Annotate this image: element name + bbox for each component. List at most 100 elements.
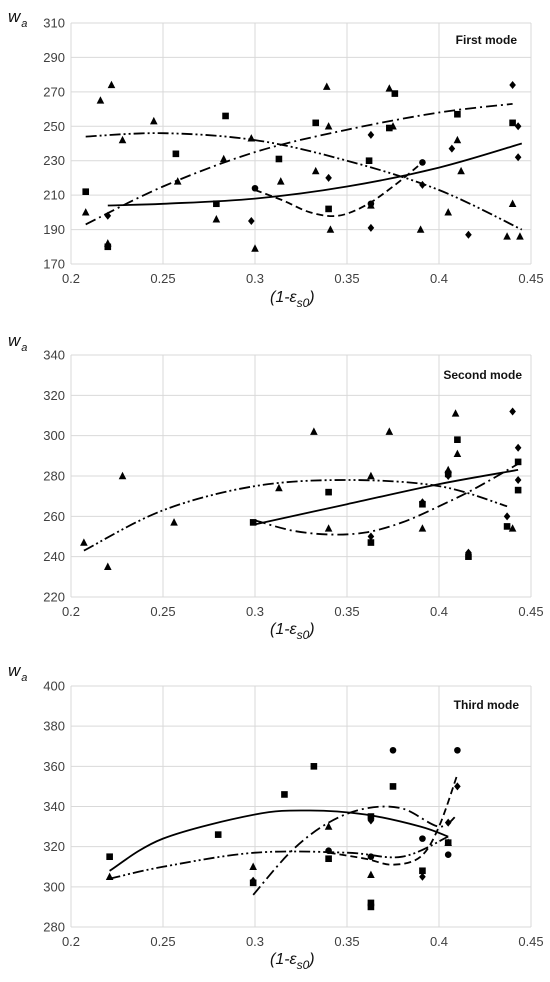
square-marker — [104, 243, 112, 251]
y-tick-label: 170 — [43, 257, 65, 272]
fit-line-dash-dot-dot — [85, 132, 523, 231]
y-axis-label-sub: a — [21, 18, 27, 30]
diamond-marker — [104, 211, 112, 220]
fit-line-dash-dot-dot — [109, 835, 449, 880]
x-tick-label: 0.25 — [150, 934, 175, 949]
circle-marker — [444, 851, 452, 858]
x-tick-label: 0.35 — [334, 934, 359, 949]
series-circle — [251, 159, 426, 217]
fit-line-dash — [254, 161, 423, 217]
circle-marker — [419, 835, 426, 842]
triangle-marker — [170, 518, 178, 526]
series-diamond — [249, 782, 461, 896]
triangle-marker — [453, 449, 462, 458]
y-axis-label-main: w — [8, 661, 22, 680]
square-marker — [325, 205, 332, 213]
x-axis-label-sub: s0 — [297, 958, 310, 972]
fit-line-dash-dot — [254, 463, 519, 536]
square-marker — [509, 119, 516, 127]
y-tick-label: 280 — [43, 920, 65, 935]
x-axis-label-main: (1-ε — [270, 289, 298, 306]
triangle-marker — [311, 166, 320, 175]
x-axis-label: (1-εs0) — [270, 289, 315, 310]
triangle-marker — [453, 135, 462, 144]
x-axis-label-end: ) — [307, 951, 314, 968]
x-tick-label: 0.3 — [246, 604, 264, 619]
y-tick-label: 320 — [43, 839, 65, 854]
square-marker — [325, 855, 332, 863]
triangle-marker — [247, 134, 256, 142]
square-marker — [82, 188, 90, 195]
square-marker — [454, 110, 461, 118]
x-tick-label: 0.4 — [430, 271, 448, 286]
fit-line-solid — [109, 809, 449, 872]
y-axis-label-sub: a — [21, 342, 27, 354]
y-tick-label: 280 — [43, 469, 65, 484]
square-marker — [106, 853, 113, 861]
triangle-marker — [310, 427, 318, 435]
square-marker — [367, 813, 375, 820]
diamond-marker — [448, 144, 456, 153]
triangle-marker — [416, 225, 425, 233]
x-tick-label: 0.2 — [62, 604, 80, 619]
series-square — [82, 90, 523, 251]
chart-title: First mode — [456, 33, 518, 47]
diamond-marker — [367, 532, 375, 541]
triangle-marker — [212, 215, 221, 223]
series-triangle — [81, 80, 524, 252]
square-marker — [213, 200, 220, 208]
triangle-marker — [324, 524, 333, 532]
square-marker — [310, 763, 318, 770]
triangle-marker — [81, 208, 90, 216]
x-axis-label-sub: s0 — [297, 296, 310, 310]
fit-line-dash-dot-dot — [83, 479, 508, 552]
series-triangle — [80, 409, 517, 570]
diamond-marker — [444, 472, 452, 480]
square-marker — [312, 119, 320, 127]
square-marker — [281, 791, 288, 798]
square-marker — [249, 519, 257, 526]
triangle-marker — [324, 822, 333, 830]
square-marker — [514, 486, 522, 494]
y-axis-label: wa — [8, 331, 27, 354]
y-axis-label-sub: a — [21, 672, 27, 684]
diamond-marker — [248, 216, 255, 225]
diamond-marker — [465, 230, 472, 239]
x-tick-label: 0.25 — [150, 271, 175, 286]
y-tick-label: 240 — [43, 549, 65, 564]
triangle-marker — [457, 166, 465, 175]
x-axis-label: (1-εs0) — [270, 621, 315, 642]
diamond-marker — [454, 782, 461, 791]
y-tick-label: 220 — [43, 590, 65, 605]
diamond-marker — [419, 180, 426, 189]
square-marker — [367, 903, 375, 911]
square-marker — [503, 523, 511, 530]
x-axis-label-end: ) — [307, 621, 314, 638]
diamond-marker — [509, 80, 516, 89]
square-marker — [214, 831, 222, 838]
square-marker — [365, 157, 373, 165]
triangle-marker — [322, 82, 331, 90]
triangle-marker — [173, 177, 182, 185]
series-square — [249, 436, 522, 560]
y-tick-label: 230 — [43, 153, 65, 168]
square-marker — [465, 553, 472, 560]
y-tick-label: 210 — [43, 188, 65, 203]
y-axis-label-main: w — [8, 7, 22, 26]
x-tick-label: 0.4 — [430, 604, 448, 619]
y-tick-label: 400 — [43, 679, 65, 694]
fit-line-dash-dot — [85, 103, 513, 226]
triangle-marker — [104, 562, 112, 570]
chart-panel-3: 280 300 320 340 360 380 400 0.2 0.25 0.3 0.35 0.4 0.… — [8, 661, 544, 972]
square-marker — [454, 436, 461, 443]
triangle-marker — [105, 872, 114, 880]
diamond-marker — [503, 512, 511, 521]
diamond-marker — [419, 498, 426, 507]
x-tick-label: 0.4 — [430, 934, 448, 949]
triangle-marker — [118, 471, 127, 480]
x-tick-label: 0.2 — [62, 271, 80, 286]
triangle-marker — [275, 483, 283, 492]
square-marker — [386, 124, 393, 132]
square-marker — [419, 867, 426, 875]
square-marker — [172, 150, 180, 158]
